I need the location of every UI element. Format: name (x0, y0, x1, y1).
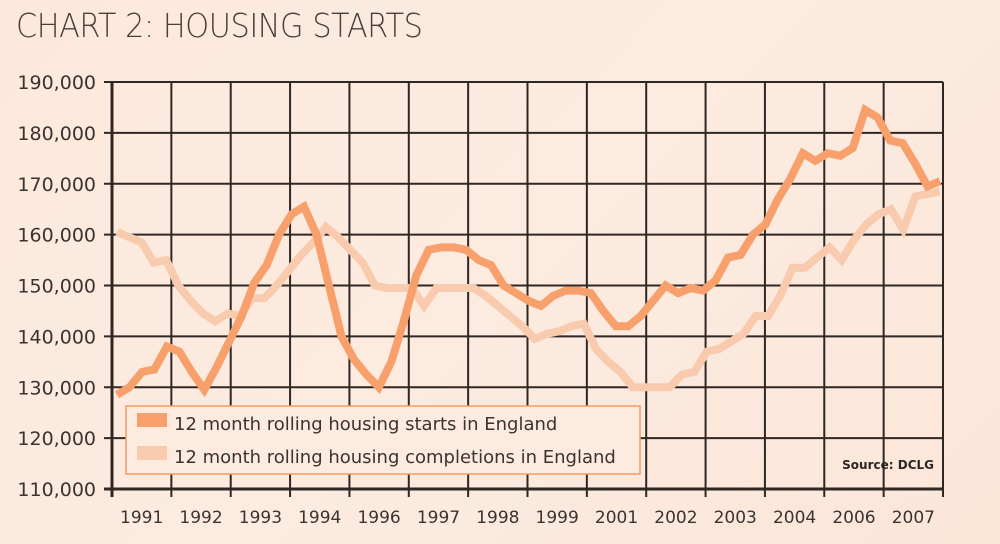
y-tick-label: 180,000 (17, 123, 96, 145)
y-tick-label: 170,000 (17, 174, 96, 196)
x-tick-label: 2003 (714, 508, 757, 528)
x-tick-label: 2004 (773, 508, 816, 528)
x-tick-label: 1999 (536, 508, 579, 528)
x-axis: 1991 1992 1993 1994 1996 1997 1998 1999 2001 2002… (120, 508, 935, 528)
legend: 12 month rolling housing starts in Engla… (125, 405, 641, 475)
legend-label-completions: 12 month rolling housing completions in … (174, 447, 616, 468)
chart-title: CHART 2: HOUSING STARTS (16, 6, 423, 45)
legend-swatch-completions (137, 446, 167, 460)
series-group (114, 103, 942, 399)
y-tick-label: 160,000 (17, 225, 96, 247)
x-tick-label: 1996 (357, 508, 400, 528)
x-tick-label: 1991 (120, 508, 163, 528)
y-tick-label: 140,000 (17, 326, 96, 348)
x-tick-label: 2007 (892, 508, 935, 528)
y-tick-label: 130,000 (17, 377, 96, 399)
y-axis: 110,000 120,000 130,000 140,000 150,000 160,0… (17, 72, 96, 501)
legend-label-starts: 12 month rolling housing starts in Engla… (174, 414, 557, 435)
x-tick-label: 2002 (654, 508, 697, 528)
legend-swatch-starts (137, 413, 167, 427)
y-tick-label: 150,000 (17, 276, 96, 298)
x-tick-label: 2001 (595, 508, 638, 528)
series-line-starts (114, 103, 942, 399)
x-tick-label: 1992 (179, 508, 222, 528)
y-tick-label: 110,000 (17, 479, 96, 501)
x-tick-label: 1993 (239, 508, 282, 528)
x-tick-label: 1997 (417, 508, 460, 528)
x-tick-label: 1994 (298, 508, 341, 528)
x-tick-label: 2006 (832, 508, 875, 528)
x-tick-label: 1998 (476, 508, 519, 528)
legend-box (125, 405, 641, 475)
source-annotation: Source: DCLG (842, 458, 934, 472)
y-tick-label: 120,000 (17, 428, 96, 450)
series-line-completions (115, 187, 941, 392)
y-tick-label: 190,000 (17, 72, 96, 94)
